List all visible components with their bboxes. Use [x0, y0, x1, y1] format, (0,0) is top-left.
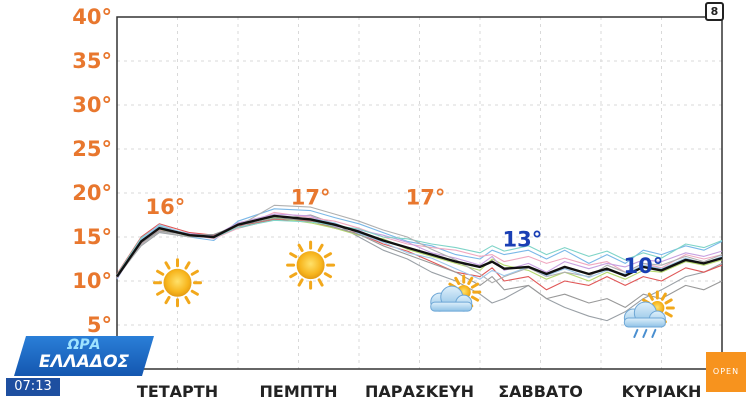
- logo-line2: ΕΛΛΑΔΟΣ: [38, 352, 130, 372]
- mean-series-line: [116, 214, 723, 278]
- temperature-label: 16°: [146, 195, 186, 219]
- sun-icon: [153, 258, 202, 308]
- x-tick-label: ΤΕΤΑΡΤΗ: [137, 382, 218, 401]
- channel-logo: OPEN: [706, 352, 746, 392]
- temperature-label: 13°: [502, 228, 542, 252]
- y-tick-label: 35°: [72, 49, 112, 73]
- x-axis-ticks: ΤΕΤΑΡΤΗ ΠΕΜΠΤΗ ΠΑΡΑΣΚΕΥΗ ΣΑΒΒΑΤΟ ΚΥΡΙΑΚΗ: [137, 382, 702, 401]
- y-axis-ticks: 40° 35° 30° 25° 20° 15° 10° 5°: [72, 5, 112, 337]
- x-tick-label: ΣΑΒΒΑΤΟ: [498, 382, 583, 401]
- temperature-label: 10°: [623, 254, 663, 278]
- sun-icon: [286, 240, 336, 290]
- partly-cloudy-icon: [430, 274, 482, 312]
- logo-background: [14, 336, 154, 376]
- partly-cloudy-rain-icon: [623, 290, 675, 338]
- plot-frame: [116, 16, 723, 370]
- weather-icons: [153, 240, 675, 338]
- y-tick-label: 10°: [72, 269, 112, 293]
- logo-line1: ΩΡΑ: [67, 337, 101, 353]
- channel-number-badge: 8: [705, 2, 724, 21]
- y-tick-label: 40°: [72, 5, 112, 29]
- temperature-label: 17°: [291, 185, 331, 209]
- y-tick-label: 5°: [87, 313, 112, 337]
- clock-time: 07:13: [6, 378, 60, 396]
- temperature-label: 17°: [406, 185, 446, 209]
- x-tick-label: ΠΑΡΑΣΚΕΥΗ: [365, 382, 474, 401]
- mean-line: [116, 214, 723, 278]
- x-tick-label: ΚΥΡΙΑΚΗ: [622, 382, 702, 401]
- x-tick-label: ΠΕΜΠΤΗ: [260, 382, 338, 401]
- y-tick-label: 25°: [72, 137, 112, 161]
- show-logo: ΩΡΑ ΕΛΛΑΔΟΣ: [14, 336, 154, 376]
- y-tick-label: 20°: [72, 181, 112, 205]
- y-tick-label: 15°: [72, 225, 112, 249]
- temperature-annotations: 16° 17° 17° 13° 10°: [146, 185, 664, 278]
- ensemble-line: [116, 219, 723, 276]
- y-tick-label: 30°: [72, 93, 112, 117]
